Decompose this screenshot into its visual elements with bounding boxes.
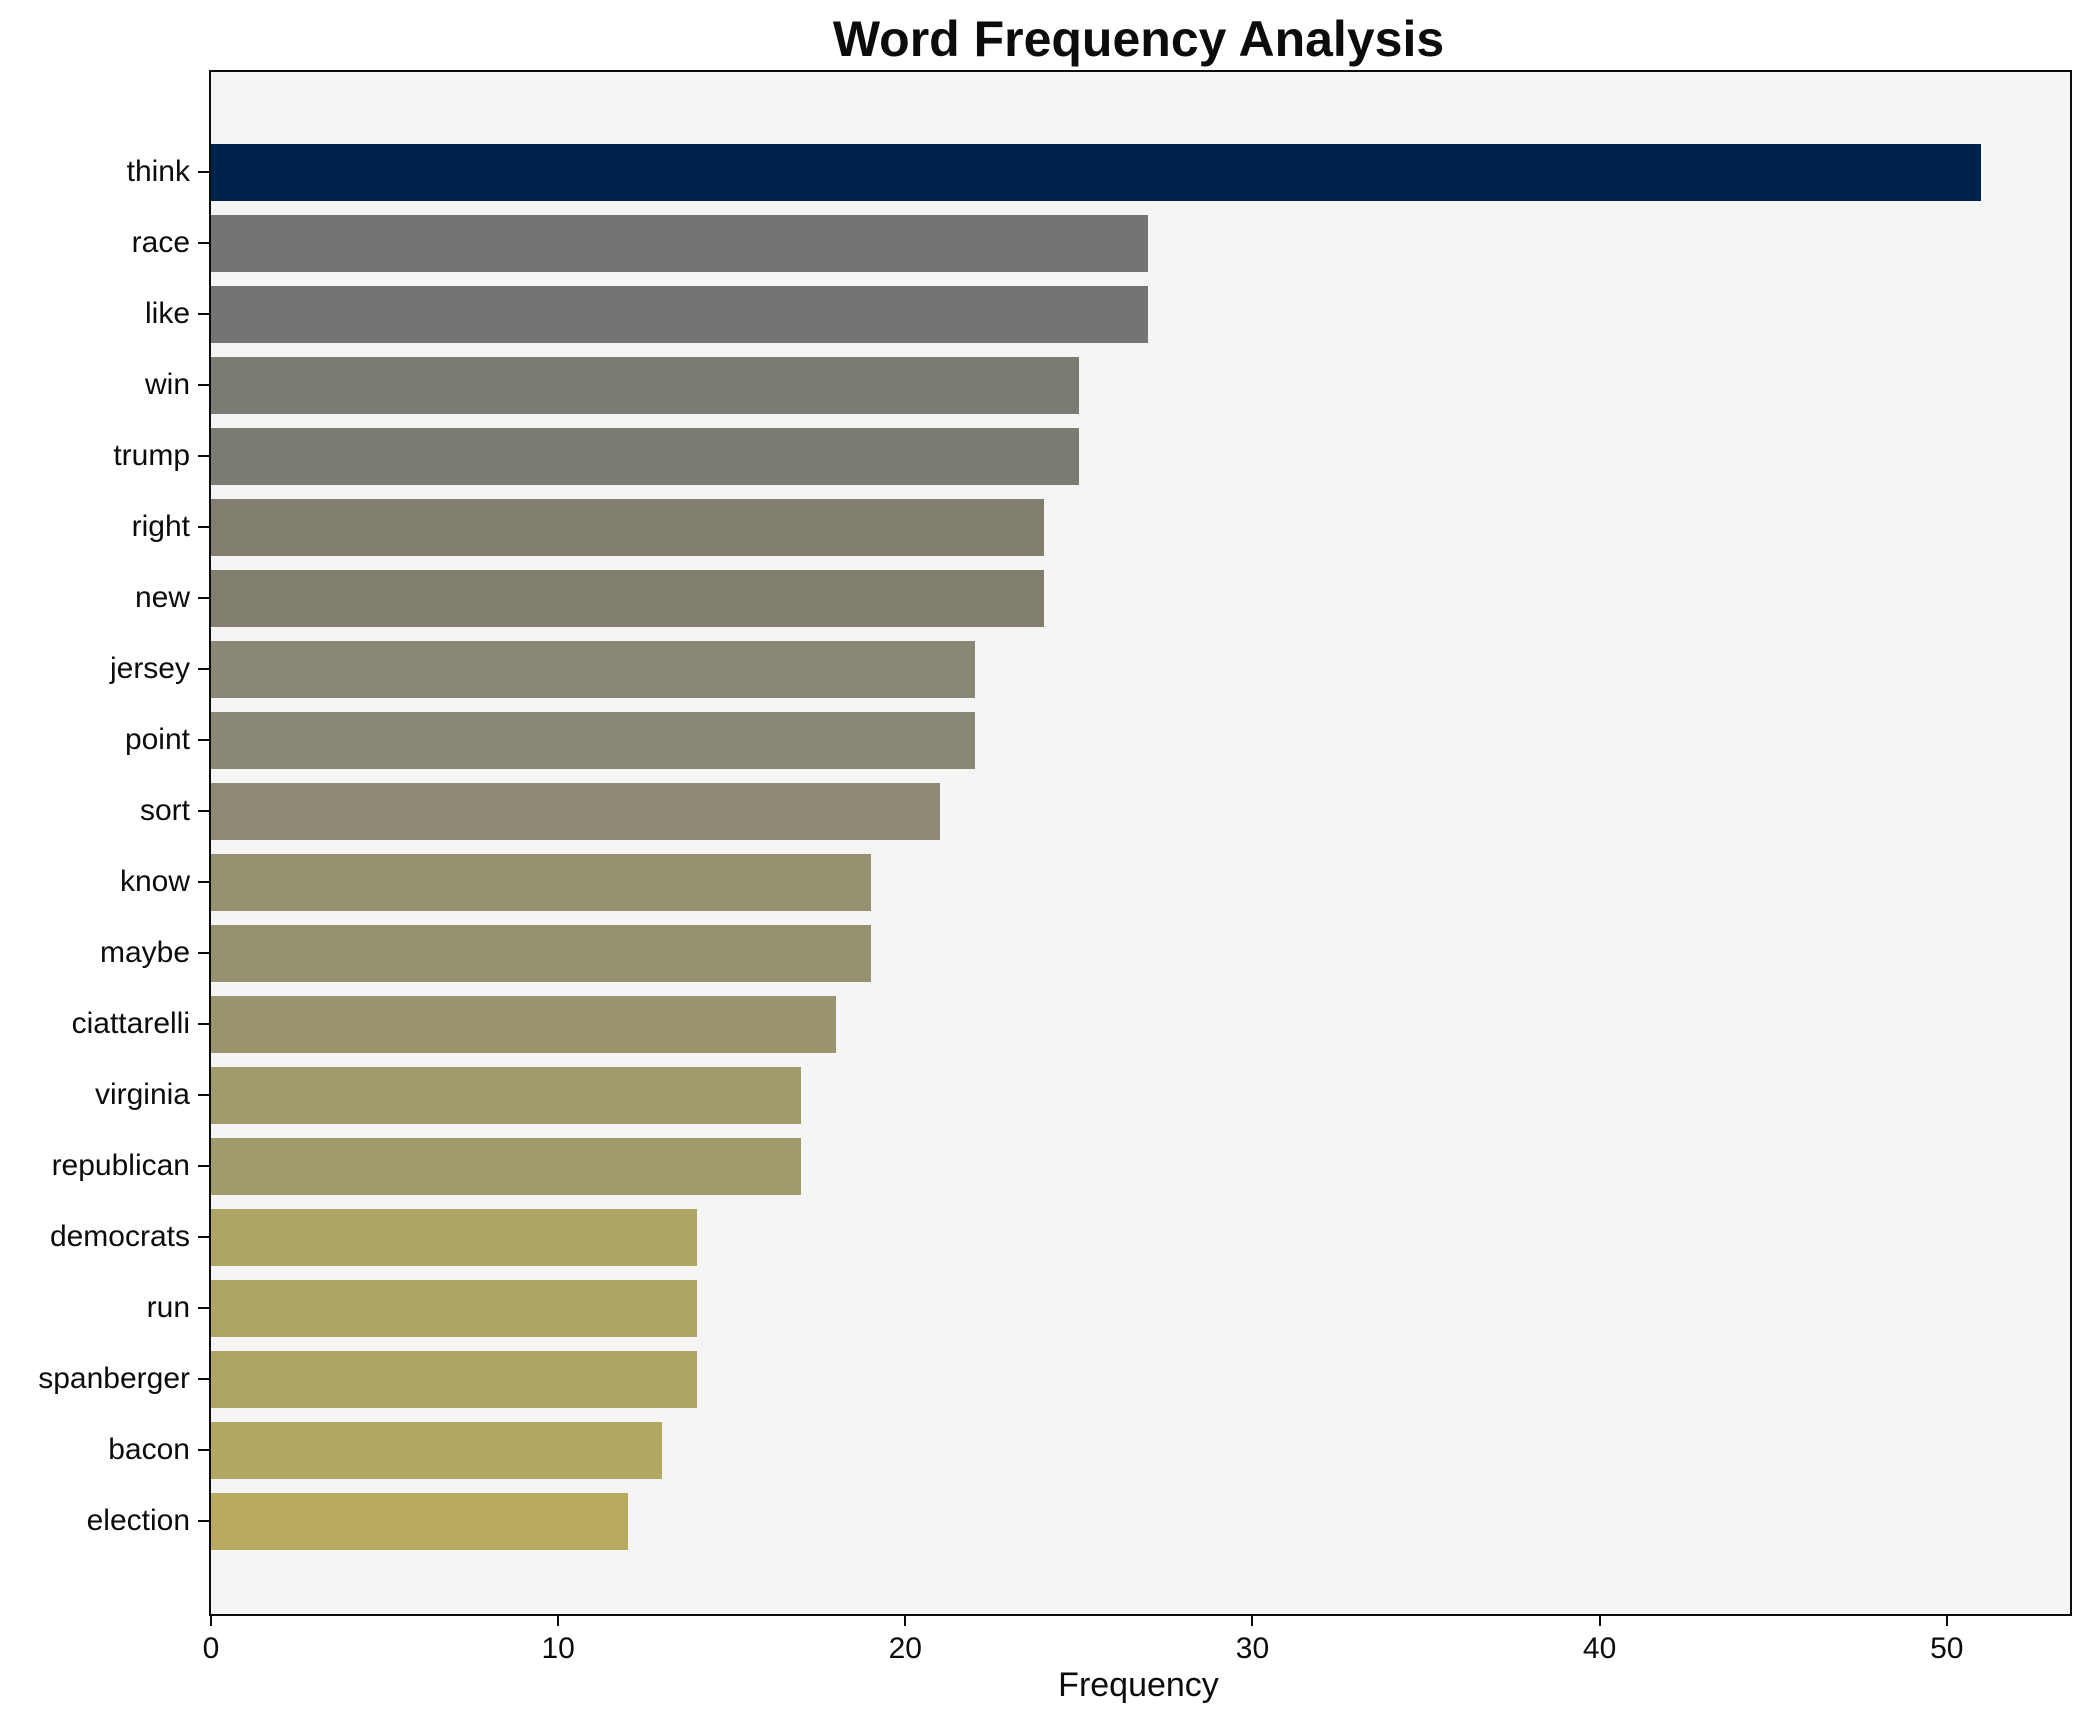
y-tick-label: virginia: [94, 1078, 190, 1111]
y-tick-label: know: [119, 865, 190, 898]
x-tick-mark: [1251, 1614, 1254, 1626]
bar: [211, 1492, 628, 1550]
y-tick-mark: [198, 1520, 209, 1522]
bar: [211, 427, 1079, 485]
y-tick-label: maybe: [99, 936, 190, 969]
bar: [211, 498, 1044, 556]
bar: [211, 1421, 662, 1479]
y-tick-mark: [198, 1236, 209, 1238]
y-tick-mark: [198, 739, 209, 741]
y-tick-label: spanberger: [38, 1362, 190, 1395]
y-tick-mark: [198, 242, 209, 244]
y-tick-mark: [198, 526, 209, 528]
x-axis-label: Frequency: [1058, 1666, 1219, 1704]
bar: [211, 995, 836, 1053]
x-tick-mark: [557, 1614, 560, 1626]
bar: [211, 214, 1148, 272]
x-tick-label: 40: [1582, 1632, 1617, 1665]
y-tick-mark: [198, 1165, 209, 1167]
y-tick-label: trump: [113, 439, 190, 472]
bar: [211, 285, 1148, 343]
chart-title: Word Frequency Analysis: [832, 11, 1445, 67]
y-tick-label: like: [144, 297, 190, 330]
x-tick-mark: [1598, 1614, 1601, 1626]
bar: [211, 782, 940, 840]
y-tick-label: jersey: [109, 652, 190, 685]
y-tick-mark: [198, 313, 209, 315]
bar: [211, 711, 975, 769]
bar: [211, 1137, 801, 1195]
y-tick-label: win: [144, 368, 190, 401]
y-tick-mark: [198, 1378, 209, 1380]
x-tick-label: 50: [1930, 1632, 1964, 1665]
x-tick-label: 0: [202, 1632, 220, 1665]
y-tick-mark: [198, 384, 209, 386]
bar: [211, 1208, 697, 1266]
y-tick-label: ciattarelli: [71, 1007, 190, 1040]
y-tick-mark: [198, 1449, 209, 1451]
y-tick-label: democrats: [49, 1220, 190, 1253]
y-tick-label: race: [131, 226, 190, 259]
y-tick-label: think: [126, 155, 190, 188]
y-tick-label: run: [146, 1291, 190, 1324]
y-tick-label: election: [86, 1504, 190, 1537]
x-tick-label: 20: [888, 1632, 922, 1665]
y-tick-mark: [198, 597, 209, 599]
x-tick-label: 10: [541, 1632, 575, 1665]
y-tick-label: new: [134, 581, 190, 614]
y-tick-mark: [198, 1023, 209, 1025]
y-tick-label: republican: [51, 1149, 190, 1182]
y-tick-label: sort: [139, 794, 190, 827]
plot-area: [209, 70, 2072, 1616]
y-tick-label: right: [131, 510, 190, 543]
x-tick-mark: [210, 1614, 212, 1626]
y-tick-label: bacon: [108, 1433, 190, 1466]
y-tick-label: point: [124, 723, 190, 756]
bar: [211, 924, 871, 982]
y-tick-mark: [198, 1094, 209, 1096]
bar: [211, 1066, 801, 1124]
x-tick-mark: [1945, 1614, 1948, 1626]
y-tick-mark: [198, 668, 209, 670]
y-tick-mark: [198, 1307, 209, 1309]
bar: [211, 569, 1044, 627]
y-tick-mark: [198, 952, 209, 954]
bar: [211, 356, 1079, 414]
bar: [211, 143, 1981, 201]
y-tick-mark: [198, 810, 209, 812]
y-tick-mark: [198, 171, 209, 173]
bar: [211, 1279, 697, 1337]
bar: [211, 640, 975, 698]
bar: [211, 853, 871, 911]
x-tick-label: 30: [1235, 1632, 1270, 1665]
y-tick-mark: [198, 455, 209, 457]
y-tick-mark: [198, 881, 209, 883]
bar: [211, 1350, 697, 1408]
x-tick-mark: [904, 1614, 907, 1626]
